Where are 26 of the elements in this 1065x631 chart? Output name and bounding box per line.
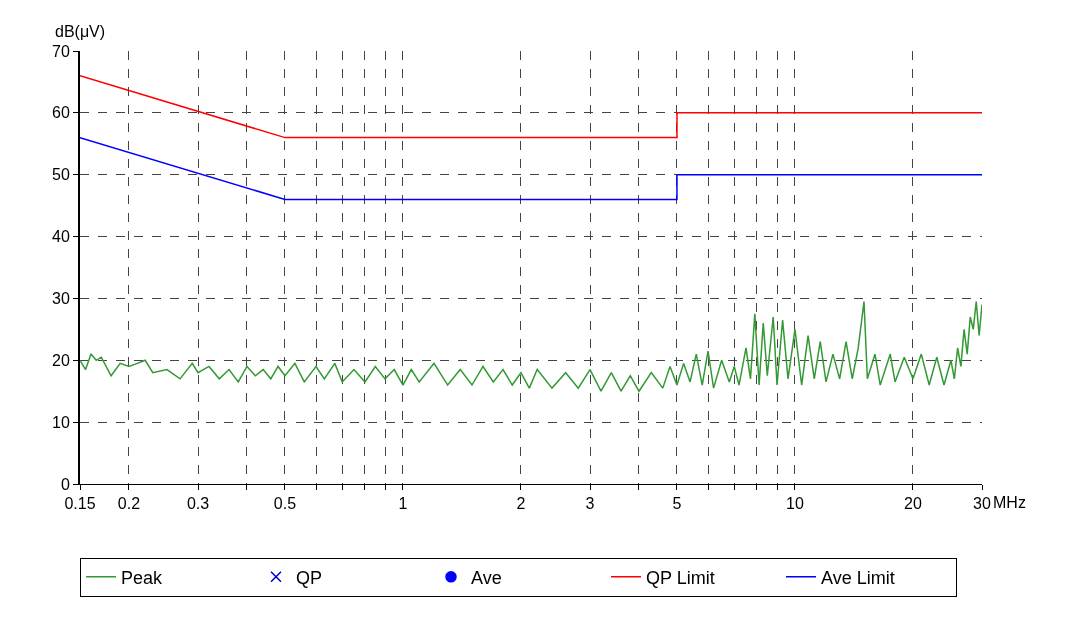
legend-label: Peak xyxy=(121,567,164,588)
y-tick-label: 20 xyxy=(52,351,70,369)
x-tick-label: 3 xyxy=(585,495,595,513)
y-tick-label: 30 xyxy=(52,290,70,308)
legend-label: Ave xyxy=(471,567,502,588)
y-axis-title: dB(μV) xyxy=(55,23,106,40)
y-tick-label: 10 xyxy=(52,413,70,431)
y-tick-label: 70 xyxy=(52,42,70,60)
legend-label: QP Limit xyxy=(646,567,715,588)
y-tick-label: 50 xyxy=(52,166,70,184)
x-tick-label: 2 xyxy=(516,495,526,513)
x-tick-label: 30 xyxy=(973,495,991,513)
x-tick-label: 20 xyxy=(904,495,922,513)
legend-label: QP xyxy=(296,567,323,588)
y-tick-label: 60 xyxy=(52,104,70,122)
x-tick-label: 0.2 xyxy=(117,495,141,513)
x-tick-label: 10 xyxy=(786,495,804,513)
y-tick-label: 0 xyxy=(60,475,70,493)
x-tick-label: 1 xyxy=(398,495,408,513)
x-tick-label: 5 xyxy=(672,495,682,513)
y-tick-label: 40 xyxy=(52,228,70,246)
x-axis-title: MHz xyxy=(993,494,1026,511)
x-tick-label: 0.3 xyxy=(186,495,210,513)
legend-label: Ave Limit xyxy=(821,567,895,588)
x-tick-label: 0.15 xyxy=(64,495,96,513)
x-tick-label: 0.5 xyxy=(273,495,297,513)
